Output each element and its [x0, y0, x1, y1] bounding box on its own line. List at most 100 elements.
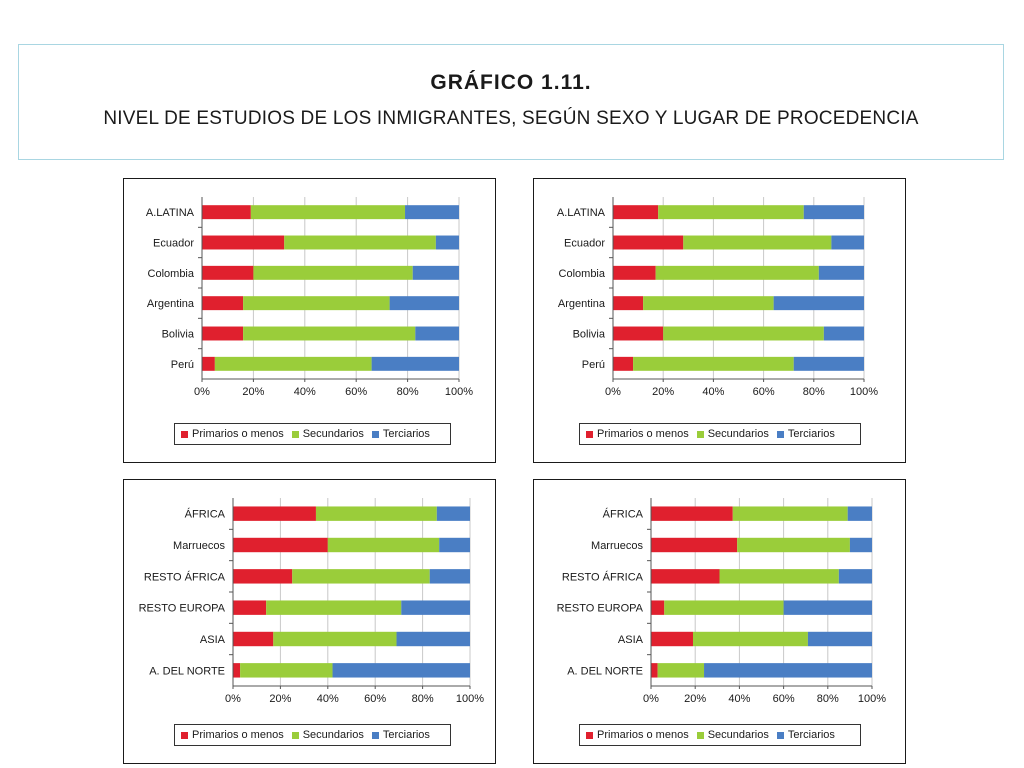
bar-segment — [737, 537, 850, 553]
legend-swatch — [586, 430, 593, 438]
legend-item: Terciarios — [371, 729, 430, 741]
bar-chart-svg: ÁFRICA Marruecos RESTO ÁFRICA RESTO EUROPA A… — [139, 498, 484, 705]
legend-swatch — [371, 430, 379, 438]
category-label: Marruecos — [173, 540, 225, 552]
category-label: Bolivia — [162, 329, 195, 341]
bar-segment — [332, 663, 470, 678]
legend-label: Primarios o menos — [192, 729, 284, 741]
category-label: ÁFRICA — [603, 508, 644, 521]
chart-legend: Primarios o menos Secundarios Terciarios — [174, 423, 451, 445]
bar-segment — [233, 631, 274, 647]
bar-segment — [439, 537, 470, 553]
bar-segment — [651, 600, 665, 615]
bar-segment — [651, 537, 738, 553]
x-tick-label: 40% — [317, 693, 339, 705]
bar-segment — [651, 569, 720, 584]
bar-segment — [266, 600, 402, 615]
chart-top-right: A.LATINA Ecuador Colombia Argentina Bolivia P… — [533, 178, 906, 463]
bar-segment — [243, 296, 390, 311]
bar-segment — [233, 506, 316, 521]
category-label: RESTO ÁFRICA — [144, 570, 226, 583]
legend-swatch — [181, 731, 188, 739]
legend-item: Primarios o menos — [586, 729, 689, 741]
bar-segment — [838, 569, 872, 584]
legend-label: Terciarios — [787, 729, 835, 741]
category-label: Perú — [171, 359, 194, 371]
bar-segment — [371, 356, 459, 371]
bar-segment — [243, 326, 416, 341]
category-label: Argentina — [558, 298, 606, 310]
legend-swatch — [696, 430, 704, 438]
bar-segment — [657, 663, 705, 678]
bar-segment — [664, 600, 784, 615]
bar-segment — [233, 600, 267, 615]
bar-segment — [233, 537, 328, 553]
legend-label: Primarios o menos — [192, 428, 284, 440]
legend-label: Primarios o menos — [597, 428, 689, 440]
category-label: Perú — [582, 359, 605, 371]
x-tick-label: 100% — [850, 386, 878, 398]
bar-segment — [773, 296, 864, 311]
bar-segment — [202, 205, 251, 220]
bar-segment — [643, 296, 774, 311]
bar-segment — [202, 326, 244, 341]
category-label: RESTO ÁFRICA — [562, 570, 644, 583]
x-tick-label: 60% — [345, 386, 367, 398]
bar-segment — [412, 265, 459, 280]
x-tick-label: 40% — [702, 386, 724, 398]
x-tick-label: 60% — [773, 693, 795, 705]
legend-item: Primarios o menos — [181, 729, 284, 741]
category-label: Ecuador — [564, 238, 605, 250]
category-label: Colombia — [148, 268, 195, 280]
bar-segment — [807, 631, 872, 647]
x-tick-label: 60% — [364, 693, 386, 705]
bar-segment — [818, 265, 864, 280]
x-tick-label: 80% — [397, 386, 419, 398]
bar-segment — [233, 569, 293, 584]
bar-segment — [803, 205, 864, 220]
bar-segment — [240, 663, 333, 678]
bar-segment — [651, 631, 693, 647]
bar-segment — [273, 631, 397, 647]
chart-legend: Primarios o menos Secundarios Terciarios — [579, 423, 861, 445]
x-tick-label: 80% — [803, 386, 825, 398]
bar-segment — [389, 296, 459, 311]
category-label: A. DEL NORTE — [149, 665, 225, 677]
bar-segment — [651, 663, 658, 678]
bar-segment — [692, 631, 808, 647]
chart-header: GRÁFICO 1.11. NIVEL DE ESTUDIOS DE LOS I… — [18, 44, 1004, 160]
legend-item: Secundarios — [696, 729, 769, 741]
bar-segment — [719, 569, 839, 584]
bar-segment — [633, 356, 794, 371]
legend-swatch — [776, 430, 784, 438]
x-tick-label: 20% — [684, 693, 706, 705]
category-label: Bolivia — [573, 329, 606, 341]
bar-segment — [405, 205, 459, 220]
category-label: ASIA — [200, 634, 226, 646]
category-label: Colombia — [559, 268, 606, 280]
legend-item: Secundarios — [291, 428, 364, 440]
legend-item: Primarios o menos — [181, 428, 284, 440]
legend-swatch — [291, 731, 299, 739]
bar-segment — [613, 205, 659, 220]
x-tick-label: 20% — [652, 386, 674, 398]
chart-legend: Primarios o menos Secundarios Terciarios — [579, 724, 861, 746]
legend-label: Terciarios — [382, 428, 430, 440]
legend-label: Secundarios — [302, 729, 364, 741]
figure-title: GRÁFICO 1.11. — [430, 71, 592, 94]
x-tick-label: 80% — [412, 693, 434, 705]
bar-segment — [683, 235, 832, 250]
category-label: RESTO EUROPA — [557, 603, 644, 615]
category-label: Ecuador — [153, 238, 194, 250]
x-tick-label: 100% — [858, 693, 886, 705]
x-tick-label: 0% — [605, 386, 621, 398]
bar-segment — [415, 326, 459, 341]
legend-swatch — [696, 731, 704, 739]
legend-label: Terciarios — [382, 729, 430, 741]
bar-segment — [704, 663, 872, 678]
bar-segment — [202, 265, 254, 280]
legend-item: Primarios o menos — [586, 428, 689, 440]
legend-item: Terciarios — [371, 428, 430, 440]
bar-segment — [613, 265, 656, 280]
chart-bottom-right: ÁFRICA Marruecos RESTO ÁFRICA RESTO EUROPA A… — [533, 479, 906, 764]
